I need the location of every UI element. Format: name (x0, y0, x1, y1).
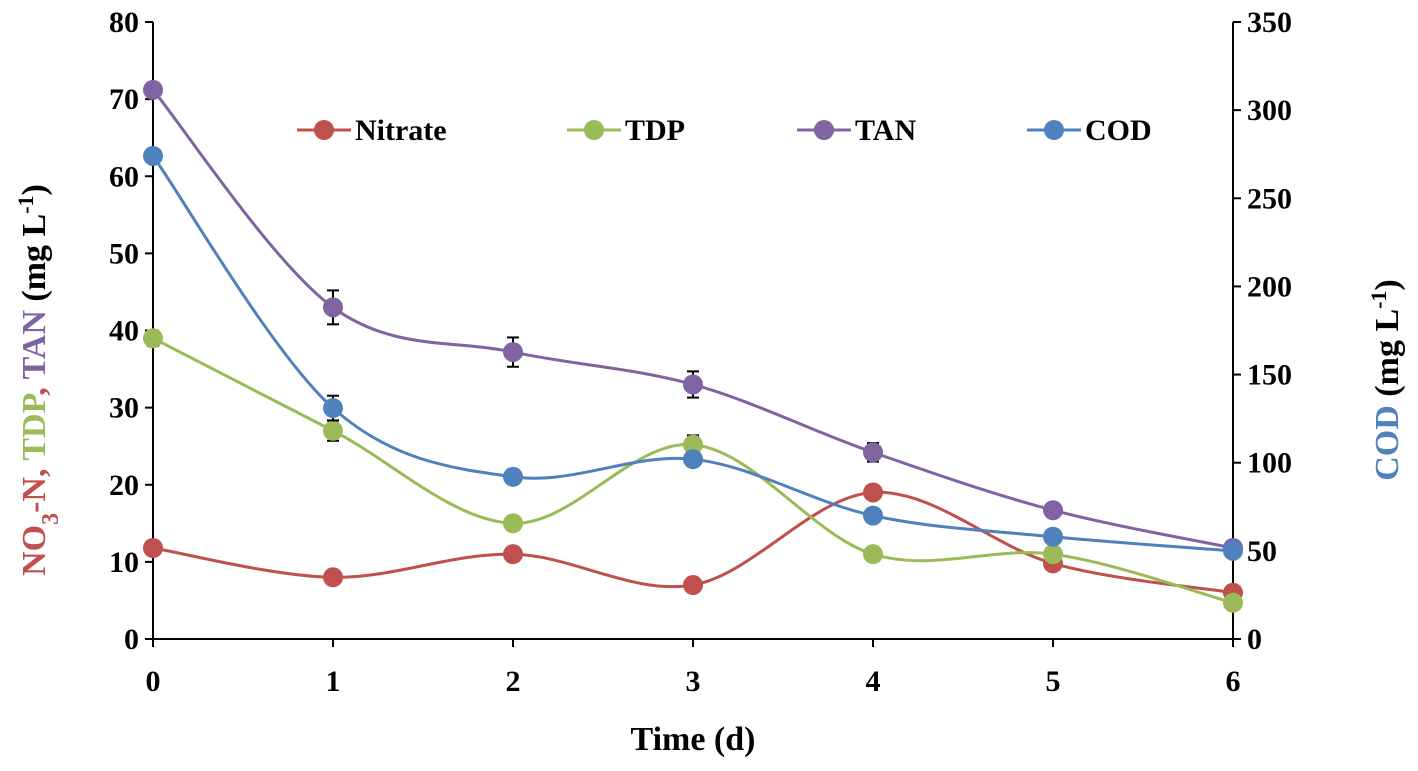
y-right-tick-label: 150 (1247, 359, 1292, 392)
data-point-cod (683, 449, 703, 470)
legend-marker-tdp (584, 120, 604, 140)
data-point-tdp (863, 544, 883, 565)
data-point-cod (503, 466, 523, 487)
y-left-tick-label: 30 (109, 392, 139, 425)
x-tick-label: 2 (506, 665, 521, 698)
series-layer (143, 79, 1243, 613)
axis-title-part: (mg L (16, 214, 53, 310)
series-tan (143, 79, 1243, 558)
y-right-tick-label: 250 (1247, 182, 1292, 215)
axis-title-part: ) (16, 184, 53, 195)
legend-label-nitrate: Nitrate (355, 114, 447, 147)
y-right-tick-label: 350 (1247, 6, 1292, 39)
y-axis-right-title: COD (mg L-1) (1366, 279, 1407, 481)
legend-item-nitrate: Nitrate (297, 114, 447, 147)
data-point-tan (863, 442, 883, 463)
data-point-cod (863, 505, 883, 526)
series-cod (143, 145, 1243, 561)
legend-label-tdp: TDP (625, 114, 685, 147)
data-point-cod (1043, 526, 1063, 547)
axes (145, 21, 1241, 647)
axis-title-part: -1 (13, 195, 38, 213)
x-tick-label: 6 (1226, 665, 1241, 698)
data-point-tdp (1223, 592, 1243, 613)
x-tick-label: 5 (1046, 665, 1061, 698)
y-axis-left-title: NO3-N, TDP, TAN (mg L-1) (13, 184, 65, 576)
y-left-tick-label: 50 (109, 237, 139, 270)
y-right-tick-label: 100 (1247, 447, 1292, 480)
y-left-tick-label: 20 (109, 469, 139, 502)
y-right-tick-label: 0 (1247, 623, 1262, 656)
data-point-tdp (1043, 544, 1063, 565)
x-tick-label: 1 (326, 665, 341, 698)
y-left-tick-label: 40 (109, 315, 139, 348)
data-point-nitrate (503, 544, 523, 565)
series-line-tan (151, 88, 1234, 550)
axis-title-part: (mg L (1369, 309, 1406, 405)
series-nitrate (143, 482, 1243, 603)
y-left-tick-label: 70 (109, 83, 139, 116)
data-point-cod (323, 398, 343, 419)
y-right-tick-label: 50 (1247, 535, 1277, 568)
legend-item-tan: TAN (797, 114, 916, 147)
data-point-tdp (143, 328, 163, 349)
data-point-tdp (323, 420, 343, 441)
legend-item-tdp: TDP (567, 114, 685, 147)
axis-title-part: ) (1369, 279, 1406, 290)
y-left-tick-label: 10 (109, 546, 139, 579)
data-point-tan (683, 374, 703, 395)
series-line-cod (151, 155, 1234, 553)
x-tick-label: 3 (686, 665, 701, 698)
x-axis-title: Time (d) (631, 721, 756, 758)
y-left-tick-label: 0 (124, 623, 139, 656)
y-right-tick-label: 200 (1247, 270, 1292, 303)
axis-title-part: -1 (1366, 291, 1391, 309)
data-point-tdp (683, 434, 703, 455)
tick-labels: 0 10 20 30 40 50 60 70 80 0 50 100 150 200 250 300 350 0 1… (109, 6, 1292, 698)
data-point-nitrate (683, 575, 703, 596)
data-point-nitrate (863, 482, 883, 503)
axis-title-part: -N, (16, 461, 53, 513)
legend-item-cod: COD (1027, 114, 1152, 147)
axis-title-part: , (16, 379, 53, 395)
legend: Nitrate TDP TAN COD (297, 114, 1152, 147)
axis-title-part: NO (16, 525, 53, 576)
series-tdp (143, 328, 1243, 613)
data-point-tdp (503, 513, 523, 534)
legend-marker-nitrate (314, 120, 334, 140)
axis-title-part: TDP (16, 393, 53, 460)
axis-title-part: 3 (38, 513, 64, 525)
legend-label-cod: COD (1085, 114, 1152, 147)
data-point-nitrate (323, 567, 343, 588)
y-left-tick-label: 80 (109, 6, 139, 39)
axis-title-part: TAN (16, 310, 53, 380)
legend-label-tan: TAN (855, 114, 916, 147)
data-point-cod (1223, 540, 1243, 561)
data-point-tan (323, 297, 343, 318)
data-point-tan (143, 79, 163, 100)
y-left-tick-label: 60 (109, 160, 139, 193)
legend-marker-cod (1044, 120, 1064, 140)
data-point-tan (503, 342, 523, 363)
x-tick-label: 4 (866, 665, 881, 698)
data-point-tan (1043, 500, 1063, 521)
data-point-nitrate (143, 537, 163, 558)
data-point-cod (143, 145, 163, 166)
legend-marker-tan (814, 120, 834, 140)
y-right-tick-label: 300 (1247, 94, 1292, 127)
axis-title-part: COD (1369, 405, 1406, 481)
x-tick-label: 0 (146, 665, 161, 698)
